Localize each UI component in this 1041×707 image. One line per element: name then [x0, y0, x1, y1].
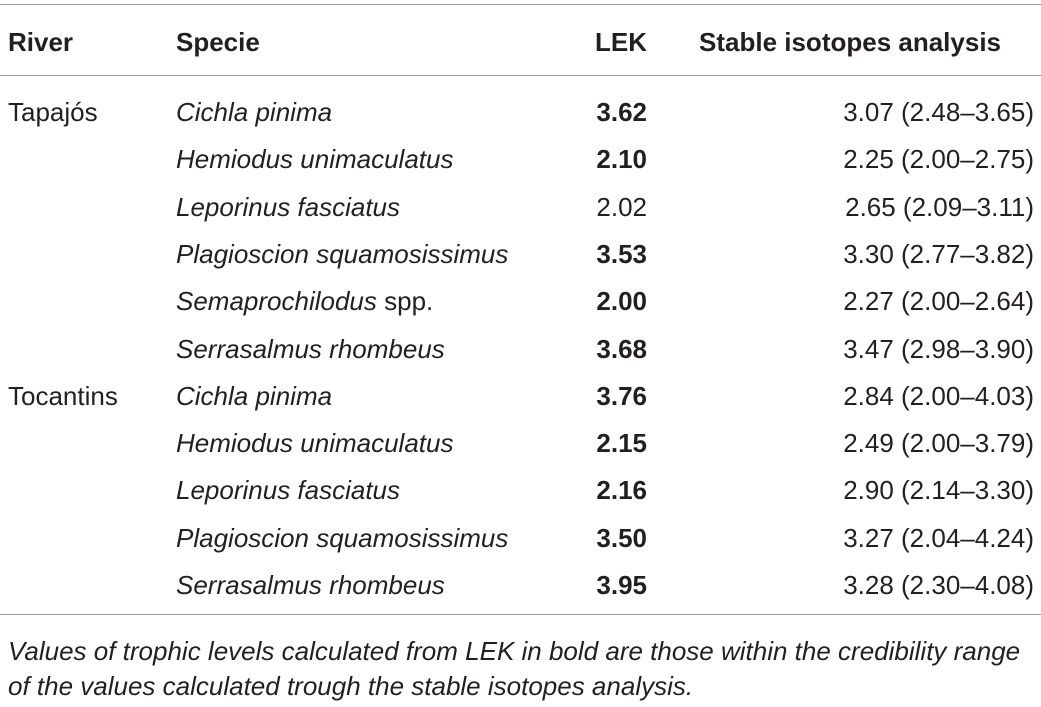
cell-specie: Leporinus fasciatus: [176, 192, 400, 222]
cell-stable-isotopes: 3.30 (2.77–3.82): [843, 239, 1034, 269]
cell-specie: Serrasalmus rhombeus: [176, 570, 445, 600]
cell-stable-isotopes: 2.90 (2.14–3.30): [843, 475, 1034, 505]
cell-lek: 3.95: [596, 570, 647, 600]
header-specie: Specie: [176, 27, 260, 57]
cell-stable-isotopes: 3.27 (2.04–4.24): [843, 523, 1034, 553]
cell-specie: Plagioscion squamosissimus: [176, 523, 508, 553]
cell-specie: Plagioscion squamosissimus: [176, 239, 508, 269]
specie-name: Hemiodus unimaculatus: [176, 144, 454, 174]
cell-specie: Serrasalmus rhombeus: [176, 334, 445, 364]
cell-lek: 3.76: [596, 381, 647, 411]
cell-stable-isotopes: 2.65 (2.09–3.11): [845, 192, 1034, 222]
cell-stable-isotopes: 3.07 (2.48–3.65): [843, 97, 1034, 127]
cell-stable-isotopes: 2.84 (2.00–4.03): [843, 381, 1034, 411]
specie-name: Leporinus fasciatus: [176, 192, 401, 222]
header-lek: LEK: [595, 27, 647, 57]
cell-river: Tocantins: [8, 381, 118, 411]
header-rule: [0, 75, 1041, 76]
specie-name: Plagioscion squamosissimus: [176, 523, 509, 553]
specie-name: Semaprochilodus: [176, 286, 377, 316]
cell-lek: 3.62: [596, 97, 647, 127]
cell-specie: Hemiodus unimaculatus: [176, 144, 453, 174]
cell-lek: 2.10: [596, 144, 647, 174]
header-river: River: [8, 27, 74, 57]
cell-stable-isotopes: 3.28 (2.30–4.08): [843, 570, 1034, 600]
specie-name: Plagioscion squamosissimus: [176, 239, 509, 269]
cell-stable-isotopes: 3.47 (2.98–3.90): [843, 334, 1034, 364]
specie-name: Serrasalmus rhombeus: [176, 570, 445, 600]
table-top-rule: [0, 4, 1041, 5]
cell-lek: 3.68: [596, 334, 647, 364]
specie-name: Hemiodus unimaculatus: [176, 428, 454, 458]
cell-stable-isotopes: 2.49 (2.00–3.79): [843, 428, 1034, 458]
cell-specie: Hemiodus unimaculatus: [176, 428, 453, 458]
cell-stable-isotopes: 2.25 (2.00–2.75): [843, 144, 1034, 174]
table-footnote: Values of trophic levels calculated from…: [8, 636, 1021, 701]
cell-specie: Leporinus fasciatus: [176, 475, 400, 505]
cell-lek: 2.00: [596, 286, 647, 316]
cell-lek: 2.16: [596, 475, 647, 505]
cell-river: Tapajós: [8, 97, 98, 127]
cell-lek: 2.15: [596, 428, 647, 458]
table-bottom-rule: [0, 614, 1041, 615]
specie-suffix: spp.: [376, 286, 434, 316]
header-stable-isotopes: Stable isotopes analysis: [699, 27, 1002, 57]
cell-stable-isotopes: 2.27 (2.00–2.64): [843, 286, 1034, 316]
cell-specie: Cichla pinima: [176, 381, 332, 411]
cell-specie: Semaprochilodus spp.: [176, 286, 433, 316]
specie-name: Cichla pinima: [176, 381, 333, 411]
cell-lek: 3.50: [596, 523, 647, 553]
cell-lek: 2.02: [596, 192, 647, 222]
specie-name: Cichla pinima: [176, 97, 333, 127]
cell-specie: Cichla pinima: [176, 97, 332, 127]
specie-name: Serrasalmus rhombeus: [176, 334, 445, 364]
cell-lek: 3.53: [596, 239, 647, 269]
specie-name: Leporinus fasciatus: [176, 475, 401, 505]
